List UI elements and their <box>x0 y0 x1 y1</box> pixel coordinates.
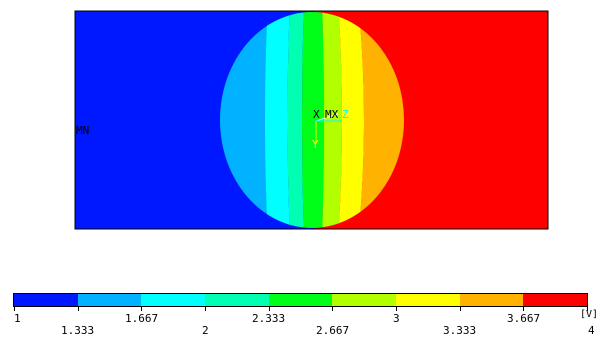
axis-y-label: Y <box>312 138 319 151</box>
colorbar-tick <box>523 307 524 311</box>
colorbar-label-bottom: 3.333 <box>443 324 477 337</box>
colorbar-segment <box>332 294 397 307</box>
axis-triad <box>315 113 342 143</box>
min-marker: MN <box>76 124 90 137</box>
colorbar-label-bottom: 2 <box>202 324 209 337</box>
contour-band-3 <box>265 12 290 228</box>
colorbar-label-bottom: 4 <box>588 324 595 337</box>
colorbar-segment <box>396 294 460 307</box>
colorbar-label-top: 3.667 <box>507 312 541 325</box>
contour-band-4 <box>287 12 304 228</box>
colorbar-unit: [V] <box>580 309 599 320</box>
colorbar-segment <box>141 294 206 307</box>
max-marker: MX <box>325 108 339 121</box>
colorbar-segment <box>268 294 333 307</box>
colorbar-label-top: 2.333 <box>252 312 286 325</box>
colorbar-tick <box>141 307 142 311</box>
contour-bands <box>220 12 404 228</box>
contour-band-5 <box>302 12 324 228</box>
colorbar-segment <box>459 294 524 307</box>
colorbar-tick <box>332 307 333 311</box>
colorbar-tick <box>269 307 270 311</box>
contour-band-6 <box>322 12 342 228</box>
axis-x-label: X <box>313 108 320 121</box>
colorbar-tick <box>205 307 206 311</box>
colorbar-label-bottom: 2.667 <box>316 324 350 337</box>
colorbar-tick <box>460 307 461 311</box>
colorbar-label-top: 1.667 <box>125 312 159 325</box>
colorbar-segment <box>77 294 142 307</box>
colorbar-tick <box>396 307 397 311</box>
colorbar-label-top: 1 <box>14 312 21 325</box>
contour-band-7 <box>338 12 364 228</box>
colorbar-segment <box>205 294 269 307</box>
contour-plot <box>74 10 549 230</box>
axis-z-label: Z <box>342 108 349 121</box>
colorbar-tick <box>78 307 79 311</box>
colorbar-label-top: 3 <box>393 312 400 325</box>
colorbar-segment <box>523 294 588 307</box>
colorbar-segment <box>14 294 78 307</box>
axis-x-line <box>315 113 339 122</box>
colorbar-tick <box>587 307 588 311</box>
colorbar-tick <box>14 307 15 311</box>
plot-frame <box>74 10 549 230</box>
colorbar-label-bottom: 1.333 <box>61 324 95 337</box>
contour-band-8 <box>358 12 404 228</box>
